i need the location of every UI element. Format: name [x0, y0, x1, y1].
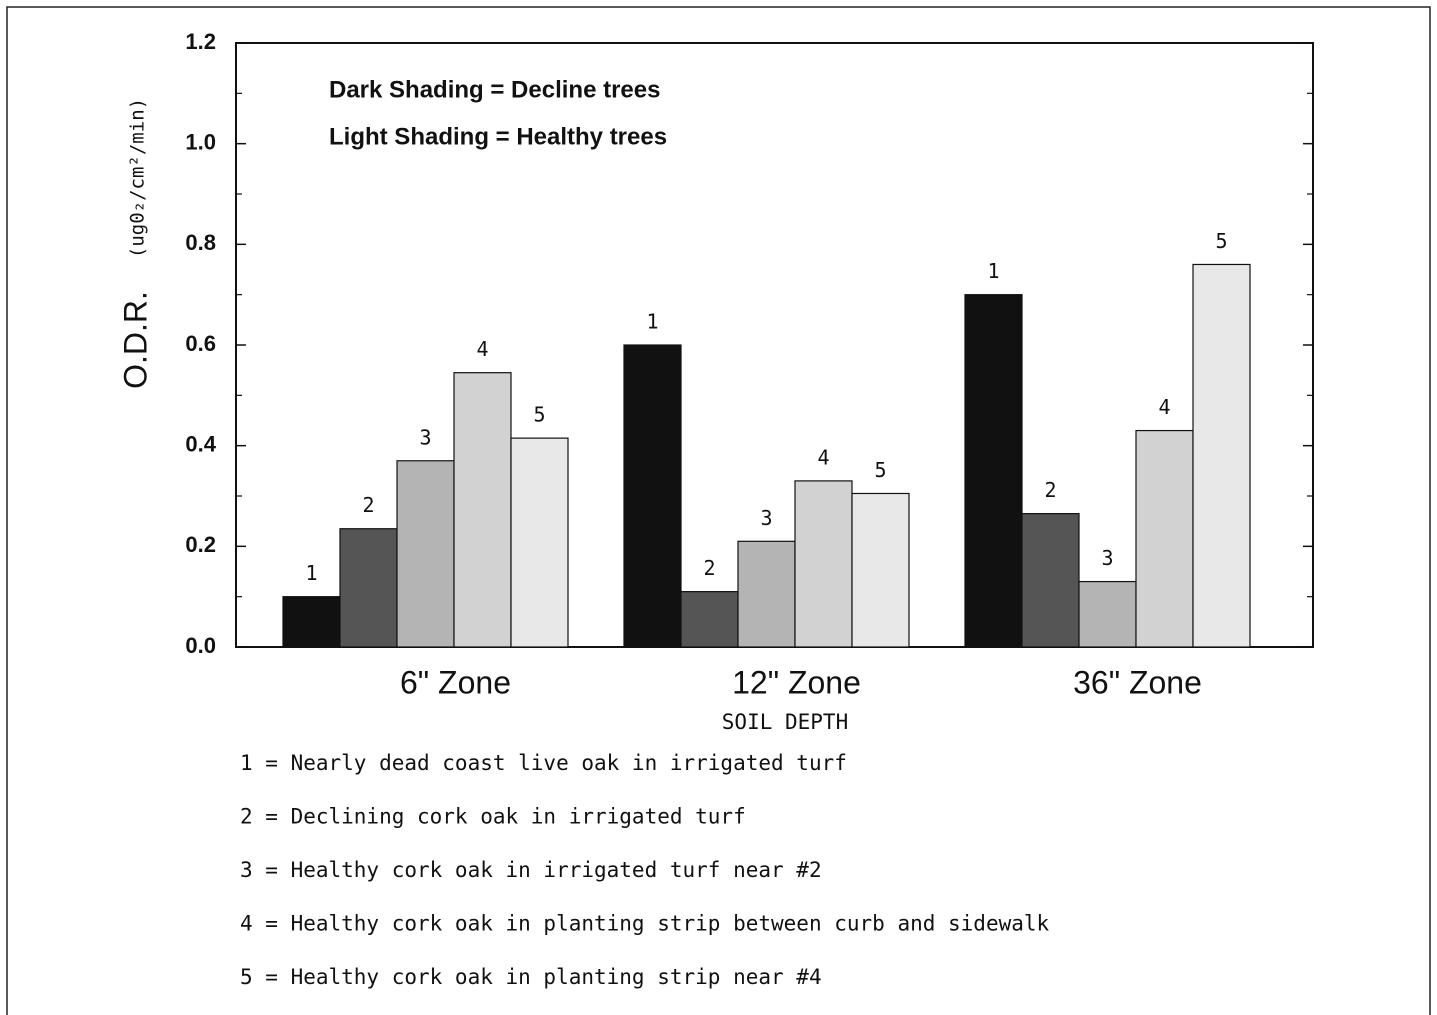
bar-label: 4 [476, 337, 488, 361]
bar [510, 437, 569, 648]
frame [6, 6, 1431, 1015]
bar-label: 5 [874, 458, 886, 482]
legend-note: 1 = Nearly dead coast live oak in irriga… [240, 751, 847, 775]
bar [737, 540, 796, 648]
bar [396, 460, 455, 648]
bar-label: 2 [703, 556, 715, 580]
bar-label: 1 [646, 310, 658, 334]
bar [282, 596, 341, 648]
bar-label: 4 [817, 445, 829, 469]
y-tick-label: 0.0 [185, 633, 216, 658]
bar-label: 1 [305, 561, 317, 585]
bar [794, 480, 853, 648]
bar-label: 2 [362, 493, 374, 517]
legend-note: 2 = Declining cork oak in irrigated turf [240, 805, 746, 829]
y-tick-label: 0.2 [185, 532, 216, 557]
bar [851, 492, 910, 648]
x-tick-label: 6" Zone [400, 664, 511, 700]
bar [1135, 429, 1194, 648]
bar-label: 4 [1158, 395, 1170, 419]
bar [339, 528, 398, 648]
bar-label: 3 [760, 506, 772, 530]
bar-label: 5 [1215, 229, 1227, 253]
y-tick-label: 0.4 [185, 431, 216, 456]
y-tick-label: 1.0 [185, 129, 216, 154]
legend-note: 4 = Healthy cork oak in planting strip b… [240, 912, 1050, 936]
bar-label: 2 [1044, 478, 1056, 502]
y-tick-label: 0.8 [185, 230, 216, 255]
bar [623, 344, 682, 648]
bar [1021, 513, 1080, 648]
annotation: Light Shading = Healthy trees [329, 123, 667, 150]
bar [964, 294, 1023, 648]
bar [453, 372, 512, 648]
bar [1078, 580, 1137, 648]
annotation: Dark Shading = Decline trees [329, 76, 660, 103]
bar [680, 591, 739, 648]
bar-label: 1 [987, 259, 999, 283]
x-tick-label: 12" Zone [732, 664, 861, 700]
x-axis-label: SOIL DEPTH [722, 710, 848, 734]
legend-note: 5 = Healthy cork oak in planting strip n… [240, 965, 822, 989]
x-tick-label: 36" Zone [1073, 664, 1202, 700]
y-axis-unit: (ug0₂/cm²/min) [127, 98, 149, 258]
y-tick-label: 0.6 [185, 331, 216, 356]
bar-label: 5 [533, 403, 545, 427]
y-tick-label: 1.2 [185, 29, 216, 54]
bar-label: 3 [419, 425, 431, 449]
bar [1192, 263, 1251, 648]
legend-note: 3 = Healthy cork oak in irrigated turf n… [240, 858, 822, 882]
bar-label: 3 [1101, 546, 1113, 570]
y-axis-label: O.D.R. [117, 291, 153, 389]
